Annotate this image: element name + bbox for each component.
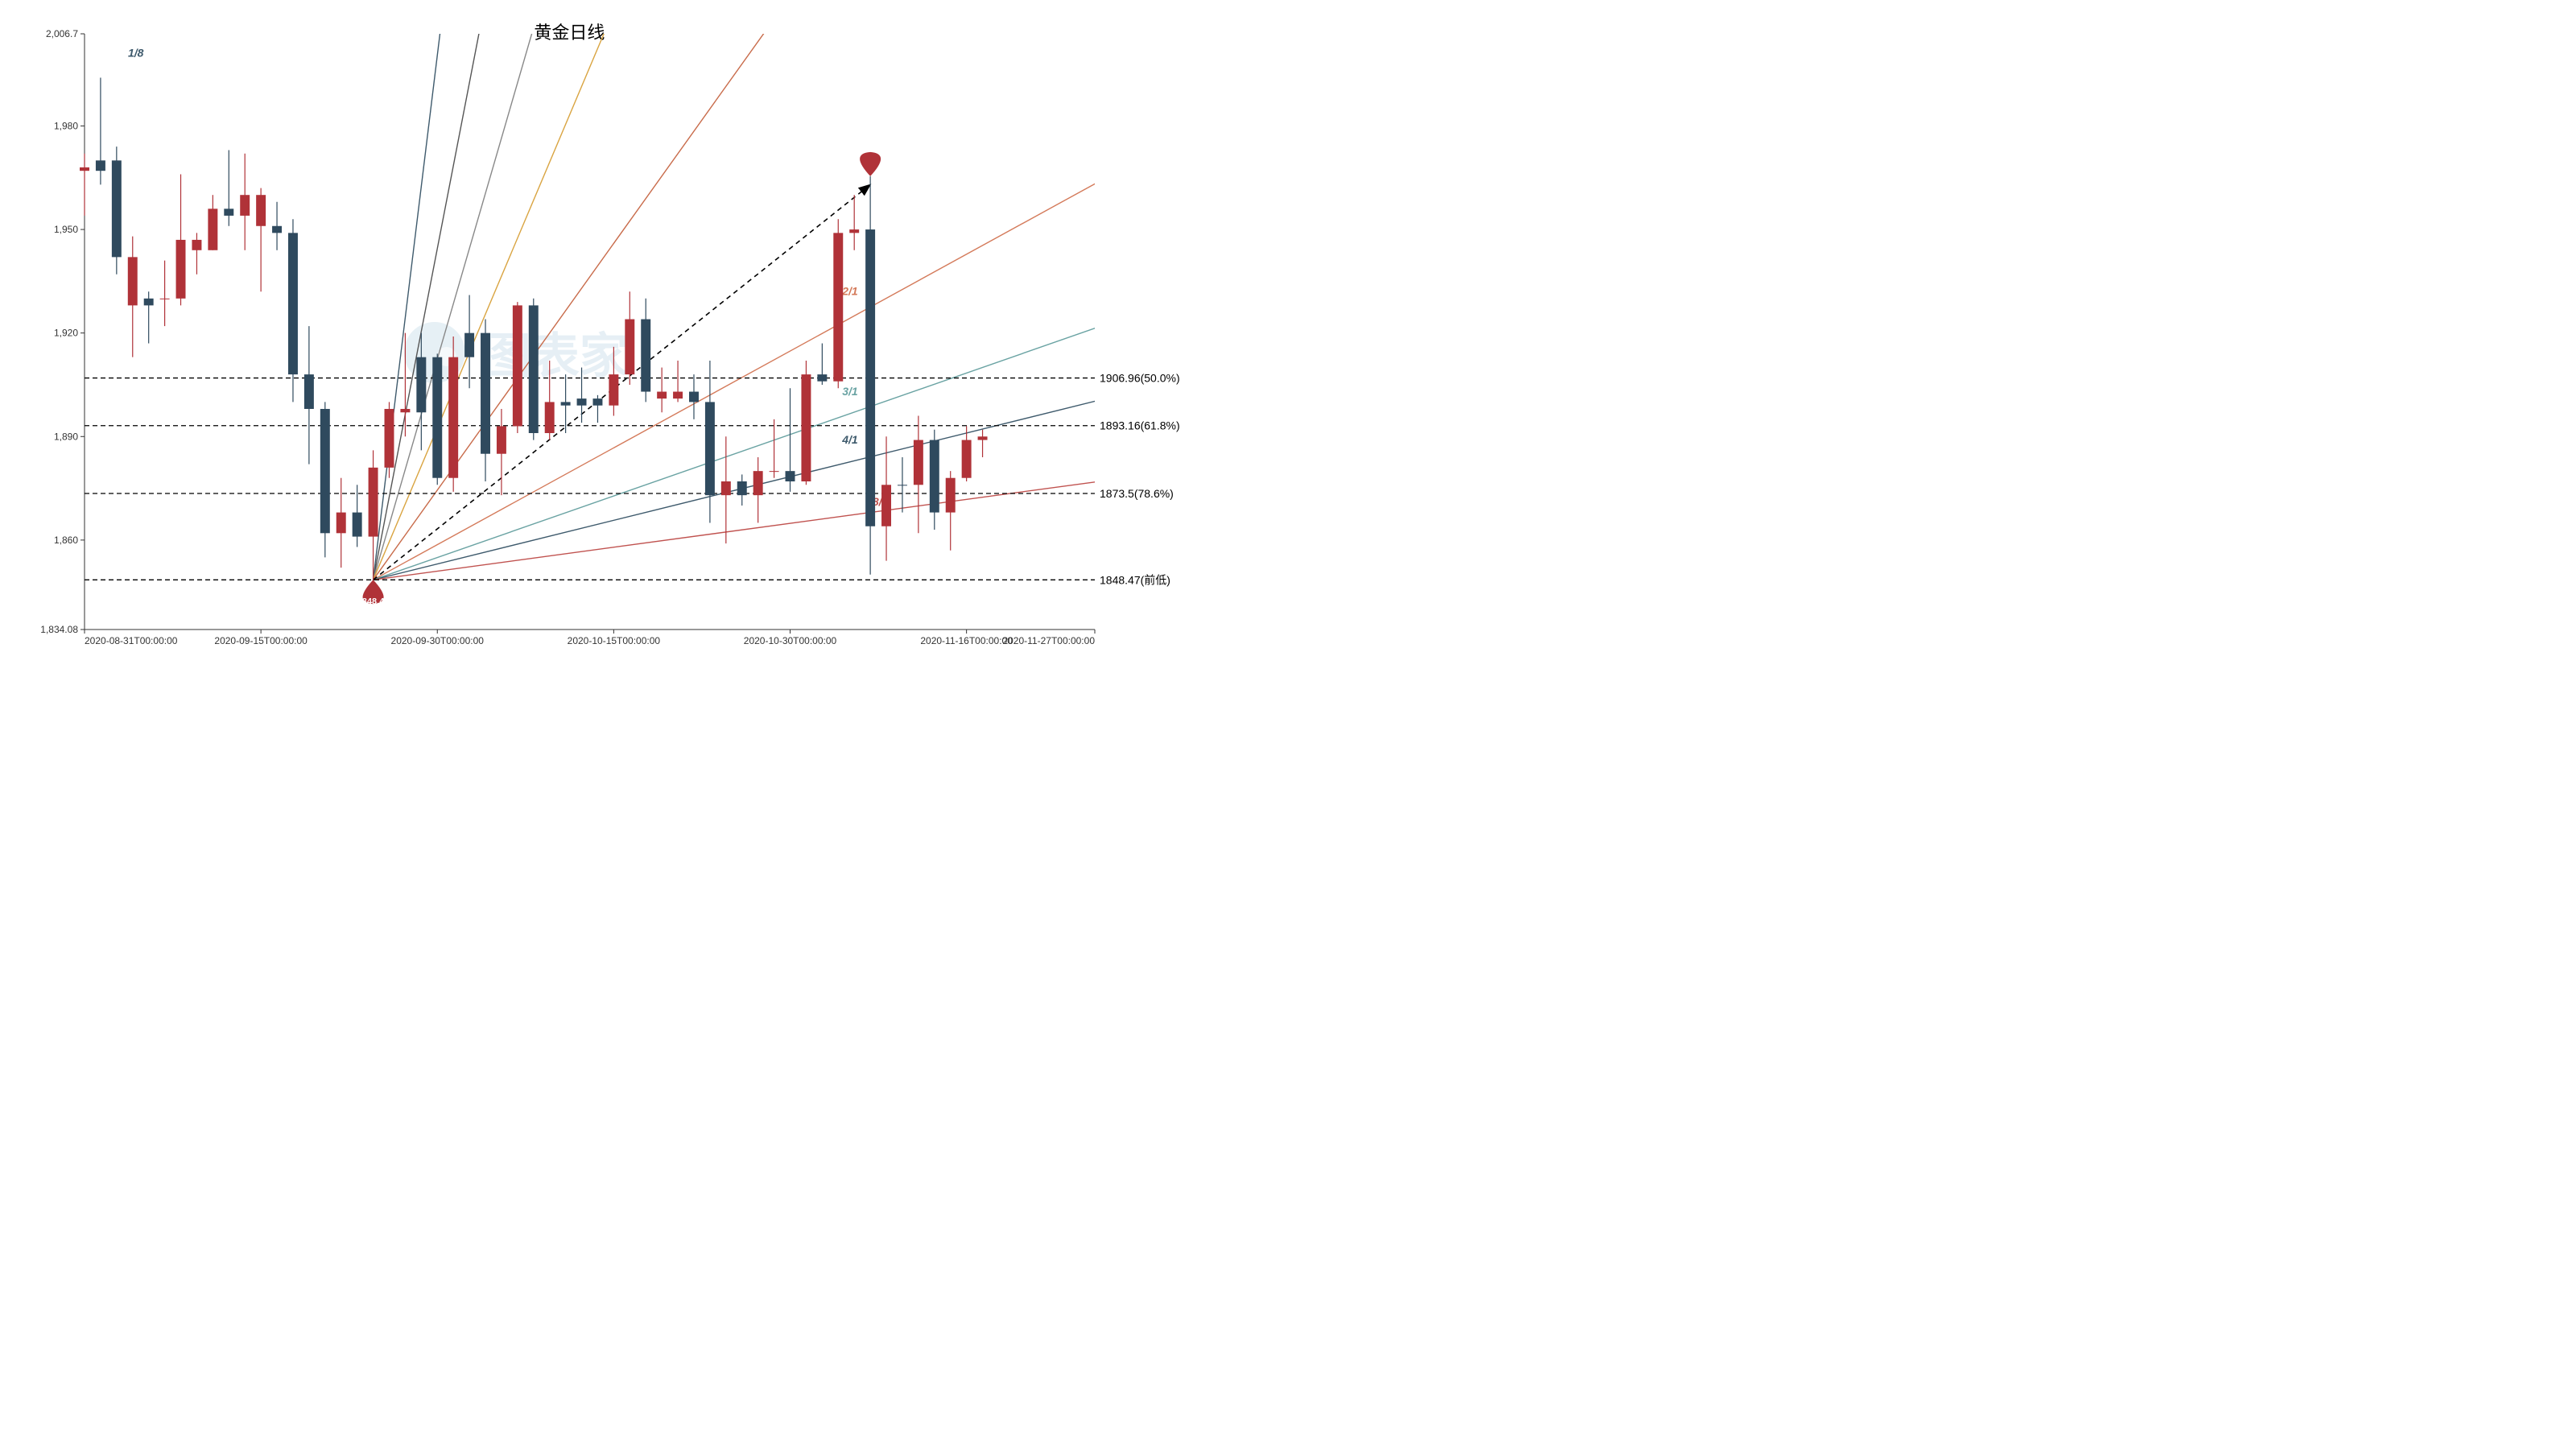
x-tick-label: 2020-08-31T00:00:00 [85, 635, 178, 646]
candle-body [448, 357, 458, 478]
candle-body [930, 440, 939, 513]
candle-body [865, 229, 875, 526]
y-tick-label: 1,860 [54, 535, 78, 546]
gann-line-label: 3/1 [842, 385, 858, 398]
candle-body [946, 478, 956, 513]
candle-body [705, 402, 715, 495]
fib-level-label: 1906.96(50.0%) [1100, 372, 1180, 385]
candle-body [673, 392, 683, 399]
candle-body [513, 305, 522, 426]
x-tick-label: 2020-11-27T00:00:00 [1002, 635, 1095, 646]
candle-body [192, 240, 201, 250]
candle-body [689, 392, 699, 402]
candle-body [786, 471, 795, 481]
candle-body [817, 374, 827, 382]
candle-body [208, 208, 217, 250]
y-tick-label: 1,834.08 [40, 624, 78, 635]
x-tick-label: 2020-09-30T00:00:00 [391, 635, 485, 646]
candle-body [176, 240, 186, 299]
candle-body [881, 485, 891, 526]
candle-body [657, 392, 667, 399]
candle-body [464, 333, 474, 357]
x-tick-label: 2020-09-15T00:00:00 [214, 635, 308, 646]
candle-body [224, 208, 233, 216]
gann-line-label: 1/8 [128, 47, 144, 60]
price-marker-label: 1848.47 [357, 597, 390, 606]
candle-body [641, 320, 650, 392]
candle-body [833, 233, 843, 381]
candle-body [80, 167, 89, 171]
candle-body [849, 229, 859, 233]
y-tick-label: 1,920 [54, 328, 78, 339]
candle-body [753, 471, 763, 495]
candle-body [256, 195, 266, 226]
y-tick-label: 1,890 [54, 431, 78, 442]
candle-body [336, 513, 346, 534]
candle-body [770, 471, 779, 472]
candle-body [240, 195, 250, 216]
candle-body [320, 409, 330, 533]
candle-body [577, 398, 587, 406]
y-tick-label: 2,006.7 [46, 28, 78, 39]
chart-root: 图表家 1,834.08 1,860 1,890 1,920 1,950 1,980 2,00… [0, 0, 1208, 679]
candle-body [304, 374, 314, 409]
candle-body [962, 440, 972, 478]
candle-body [592, 398, 602, 406]
candle-body [385, 409, 394, 468]
candle-body [481, 333, 490, 454]
y-tick-label: 1,980 [54, 120, 78, 131]
candle-body [112, 160, 122, 257]
price-marker-label: 1965.45 [854, 138, 886, 148]
candle-body [561, 402, 571, 405]
gann-line-label: 2/1 [841, 285, 858, 298]
candle-body [353, 513, 362, 537]
fib-level-label: 1873.5(78.6%) [1100, 487, 1174, 500]
chart-title: 黄金日线 [534, 23, 605, 43]
candle-body [529, 305, 539, 433]
candle-body [978, 436, 988, 440]
candle-body [545, 402, 555, 433]
candle-body [416, 357, 426, 413]
candle-body [914, 440, 923, 485]
candle-body [721, 481, 731, 495]
watermark-text: 图表家 [483, 329, 628, 383]
candle-body [497, 426, 506, 453]
candle-body [801, 374, 811, 481]
gann-line-label: 4/1 [841, 433, 858, 446]
fib-level-label: 1893.16(61.8%) [1100, 419, 1180, 432]
candle-body [609, 374, 618, 406]
candle-body [432, 357, 442, 478]
x-tick-label: 2020-10-30T00:00:00 [744, 635, 837, 646]
candle-body [96, 160, 105, 171]
candle-body [144, 299, 154, 306]
candle-body [625, 320, 634, 375]
x-tick-label: 2020-10-15T00:00:00 [568, 635, 661, 646]
fib-level-label: 1848.47(前低) [1100, 573, 1170, 586]
candle-body [288, 233, 298, 374]
candle-body [400, 409, 410, 412]
chart-svg: 图表家 1,834.08 1,860 1,890 1,920 1,950 1,980 2,00… [0, 0, 1208, 679]
candle-body [128, 257, 138, 305]
candle-body [272, 226, 282, 233]
candle-body [737, 481, 747, 495]
x-tick-label: 2020-11-16T00:00:00 [920, 635, 1013, 646]
candle-body [369, 468, 378, 537]
y-tick-label: 1,950 [54, 224, 78, 235]
